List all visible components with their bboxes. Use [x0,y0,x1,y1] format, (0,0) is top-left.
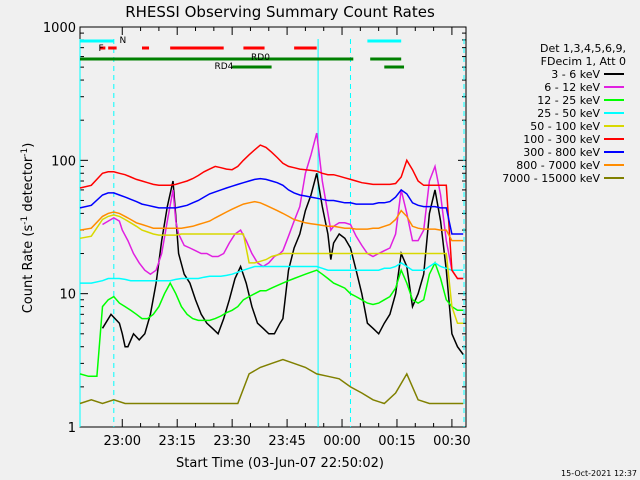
status-flags: N F RD0 RD4 [80,36,405,72]
series-line [79,214,464,324]
x-tick-label: 23:00 [104,434,141,449]
legend-entry-label: 25 - 50 keV [537,107,600,120]
axes: 1 10 100 1000 23:00 23:15 23:30 23:45 00:00 00:15… [43,21,471,449]
series-lines [79,132,464,405]
legend-entry-label: 800 - 7000 keV [516,159,600,172]
legend-entry-label: 50 - 100 keV [530,120,600,133]
series-line [79,358,464,405]
chart-title: RHESSI Observing Summary Count Rates [125,3,435,21]
series-line [102,132,464,280]
legend-entry-label: 7000 - 15000 keV [502,172,600,185]
x-tick-label: 23:30 [213,434,250,449]
flag-label: RD4 [215,62,234,72]
x-tick-label: 23:45 [268,434,305,449]
x-tick-label: 00:30 [433,434,470,449]
series-line [79,260,464,378]
flag-label: RD0 [251,53,270,63]
series-line [80,262,464,284]
x-tick-label: 23:15 [158,434,195,449]
y-axis-label-sup-2: -1 [20,148,30,157]
y-axis-label-suffix: detector [21,156,36,216]
flag-label: N [119,36,126,46]
legend-entry-label: 12 - 25 keV [537,94,600,107]
legend-header: Det 1,3,4,5,6,9, [540,42,626,55]
legend-header: FDecim 1, Att 0 [541,55,626,68]
flag-label: F [99,44,104,54]
legend: Det 1,3,4,5,6,9,FDecim 1, Att 03 - 6 keV… [502,42,626,185]
series-line [79,200,464,242]
legend-entry-label: 300 - 800 keV [523,146,600,159]
x-axis-label: Start Time (03-Jun-07 22:50:02) [176,456,384,471]
series-line [79,144,464,280]
y-tick-label: 1000 [43,21,76,36]
y-axis-label-end: ) [21,143,36,148]
series-line [79,177,464,235]
y-tick-label: 100 [51,154,76,169]
footer-timestamp: 15-Oct-2021 12:37 [561,469,637,478]
y-axis-label-prefix: Count Rate (s [21,225,36,314]
y-tick-label: 10 [59,288,76,303]
y-axis-label-sup: -1 [20,216,30,225]
legend-entry-label: 100 - 300 keV [523,133,600,146]
x-tick-label: 00:15 [378,434,415,449]
y-axis-label: Count Rate (s-1 detector-1) [20,143,36,314]
legend-entry-label: 6 - 12 keV [544,81,600,94]
y-tick-label: 1 [68,421,76,436]
x-tick-label: 00:00 [323,434,360,449]
legend-entry-label: 3 - 6 keV [551,68,600,81]
